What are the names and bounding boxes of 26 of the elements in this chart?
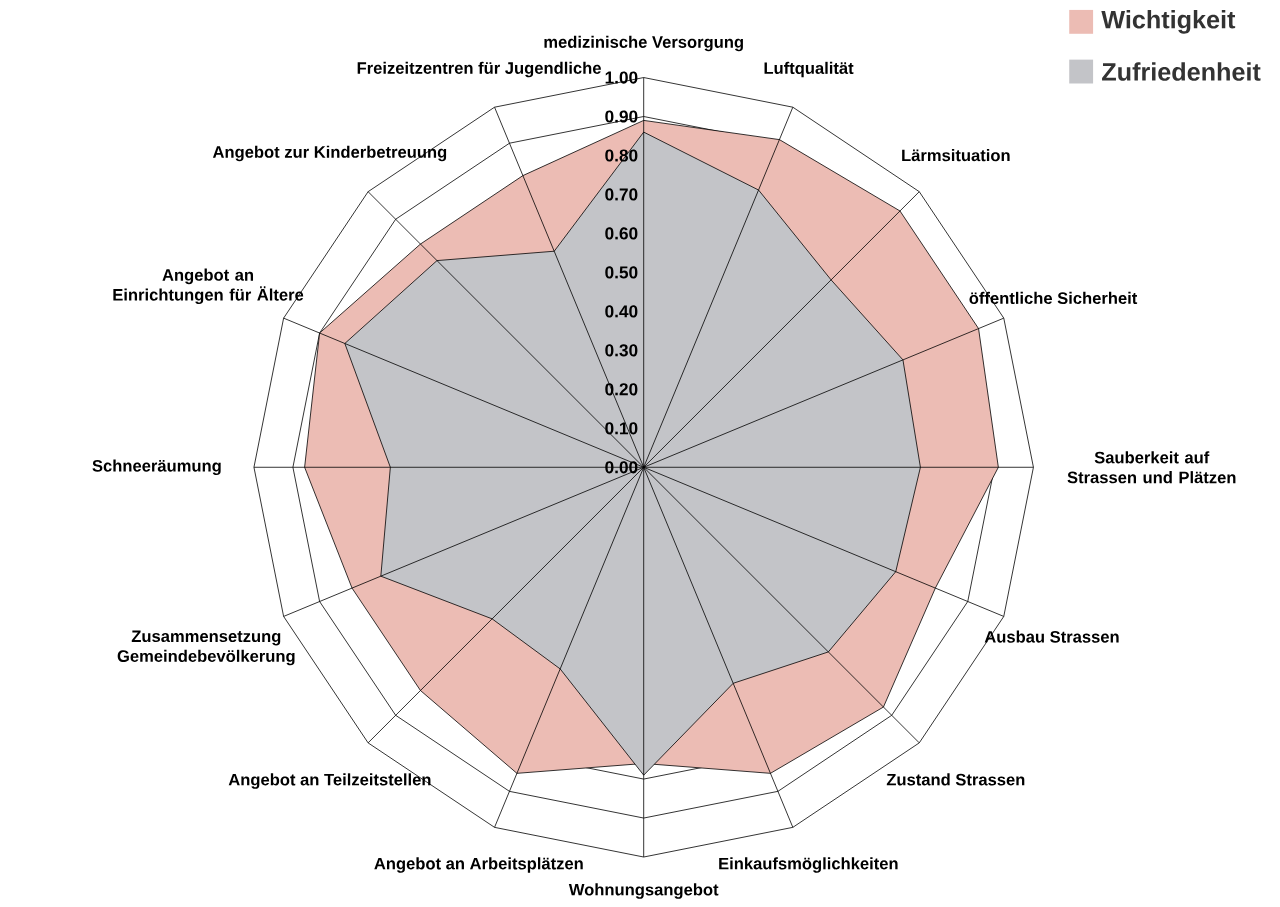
spoke-label: Zusammensetzung Gemeindebevölkerung (117, 630, 295, 666)
y-tick-label: 0.80 (605, 149, 638, 162)
spoke-label: Ausbau Strassen (984, 630, 1119, 643)
spoke-label: Freizeitzentren für Jugendliche (357, 61, 601, 78)
spoke-label: Schneeräumung (92, 459, 221, 476)
spoke-label: Einkaufsmöglichkeiten (719, 857, 898, 873)
y-tick-label: 0.60 (605, 227, 638, 240)
spoke-label: Angebot an Einrichtungen für Ältere (113, 268, 304, 305)
y-tick-label: 0.40 (605, 305, 638, 318)
spoke-label: Angebot an Arbeitsplätzen (374, 857, 583, 873)
y-tick-label: 0.30 (605, 344, 638, 357)
spoke-label: Sauberkeit auf Strassen und Plätzen (1067, 451, 1236, 484)
y-tick-label: 0.20 (605, 383, 638, 396)
spoke-label: Zustand Strassen (886, 773, 1025, 786)
y-tick-label: 0.50 (605, 266, 638, 279)
legend-label: Wichtigkeit (1101, 10, 1236, 34)
y-tick-label: 1.00 (605, 71, 638, 84)
spoke-label: Lärmsituation (902, 149, 1010, 162)
y-tick-label: 0.70 (605, 188, 638, 201)
y-tick-label: 0.90 (605, 110, 638, 123)
spoke-label: öffentliche Sicherheit (969, 291, 1138, 305)
spoke-label: Luftqualität (764, 61, 854, 78)
legend-label: Zufriedenheit (1102, 62, 1261, 81)
spoke-label: medizinische Versorgung (544, 35, 743, 52)
spoke-label: Wohnungsangebot (568, 883, 719, 899)
y-tick-label: 0.10 (605, 422, 638, 435)
